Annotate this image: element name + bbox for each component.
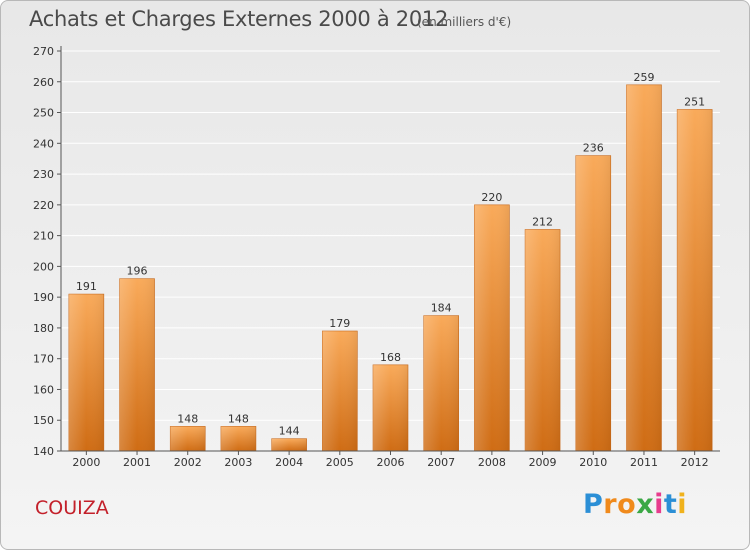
bar-shade bbox=[119, 278, 155, 451]
bar-shade bbox=[322, 331, 358, 451]
bar-value-label: 251 bbox=[684, 95, 705, 108]
y-tick-label: 150 bbox=[33, 414, 54, 427]
y-tick-label: 200 bbox=[33, 260, 54, 273]
bar-value-label: 179 bbox=[329, 317, 350, 330]
x-tick-label: 2001 bbox=[123, 456, 151, 469]
x-tick-label: 2008 bbox=[478, 456, 506, 469]
logo-letter: P bbox=[583, 489, 604, 520]
y-tick-label: 140 bbox=[33, 445, 54, 458]
bar-shade bbox=[423, 315, 459, 451]
bar-shade bbox=[626, 84, 662, 451]
bar-value-label: 184 bbox=[431, 302, 452, 315]
bar-shade bbox=[677, 109, 713, 451]
bar-shade bbox=[474, 204, 510, 451]
logo-letter: o bbox=[617, 489, 637, 520]
bar-value-label: 191 bbox=[76, 280, 97, 293]
bar-value-label: 148 bbox=[228, 412, 249, 425]
y-tick-label: 260 bbox=[33, 76, 54, 89]
y-tick-label: 270 bbox=[33, 45, 54, 58]
x-tick-label: 2010 bbox=[579, 456, 607, 469]
bar-shade bbox=[271, 438, 307, 451]
x-tick-label: 2006 bbox=[377, 456, 405, 469]
logo-letter: x bbox=[636, 489, 655, 520]
logo-letter: r bbox=[603, 489, 618, 520]
x-tick-label: 2004 bbox=[275, 456, 303, 469]
bar-shade bbox=[525, 229, 561, 451]
bar-shade bbox=[220, 426, 256, 451]
bar-value-label: 259 bbox=[633, 71, 654, 84]
x-tick-label: 2002 bbox=[174, 456, 202, 469]
y-tick-label: 180 bbox=[33, 322, 54, 335]
city-name: COUIZA bbox=[35, 497, 109, 519]
x-tick-label: 2007 bbox=[427, 456, 455, 469]
x-tick-label: 2005 bbox=[326, 456, 354, 469]
bar-value-label: 220 bbox=[481, 191, 502, 204]
y-tick-label: 190 bbox=[33, 291, 54, 304]
y-tick-label: 170 bbox=[33, 353, 54, 366]
y-tick-label: 210 bbox=[33, 230, 54, 243]
bar-value-label: 236 bbox=[583, 142, 604, 155]
x-tick-label: 2011 bbox=[630, 456, 658, 469]
bar-value-label: 212 bbox=[532, 215, 553, 228]
x-tick-label: 2000 bbox=[72, 456, 100, 469]
x-tick-label: 2009 bbox=[529, 456, 557, 469]
logo-letter: i bbox=[654, 489, 664, 520]
y-tick-label: 220 bbox=[33, 199, 54, 212]
y-tick-label: 240 bbox=[33, 137, 54, 150]
proxiti-logo: Proxiti bbox=[583, 489, 687, 520]
bar-shade bbox=[575, 155, 611, 451]
logo-letter: i bbox=[677, 489, 688, 520]
chart-title: Achats et Charges Externes 2000 à 2012 bbox=[29, 7, 449, 31]
chart-subtitle: (en milliers d'€) bbox=[417, 15, 512, 29]
y-tick-label: 250 bbox=[33, 107, 54, 120]
bar-value-label: 168 bbox=[380, 351, 401, 364]
logo-letter: t bbox=[663, 489, 678, 520]
bar-value-label: 196 bbox=[127, 265, 148, 278]
bar-shade bbox=[373, 364, 408, 451]
bar-shade bbox=[170, 426, 206, 451]
y-tick-label: 160 bbox=[33, 383, 54, 396]
y-tick-label: 230 bbox=[33, 168, 54, 181]
bar-value-label: 144 bbox=[279, 425, 300, 438]
x-tick-label: 2003 bbox=[224, 456, 252, 469]
x-tick-label: 2012 bbox=[681, 456, 709, 469]
bar-shade bbox=[68, 294, 104, 451]
bar-value-label: 148 bbox=[177, 412, 198, 425]
